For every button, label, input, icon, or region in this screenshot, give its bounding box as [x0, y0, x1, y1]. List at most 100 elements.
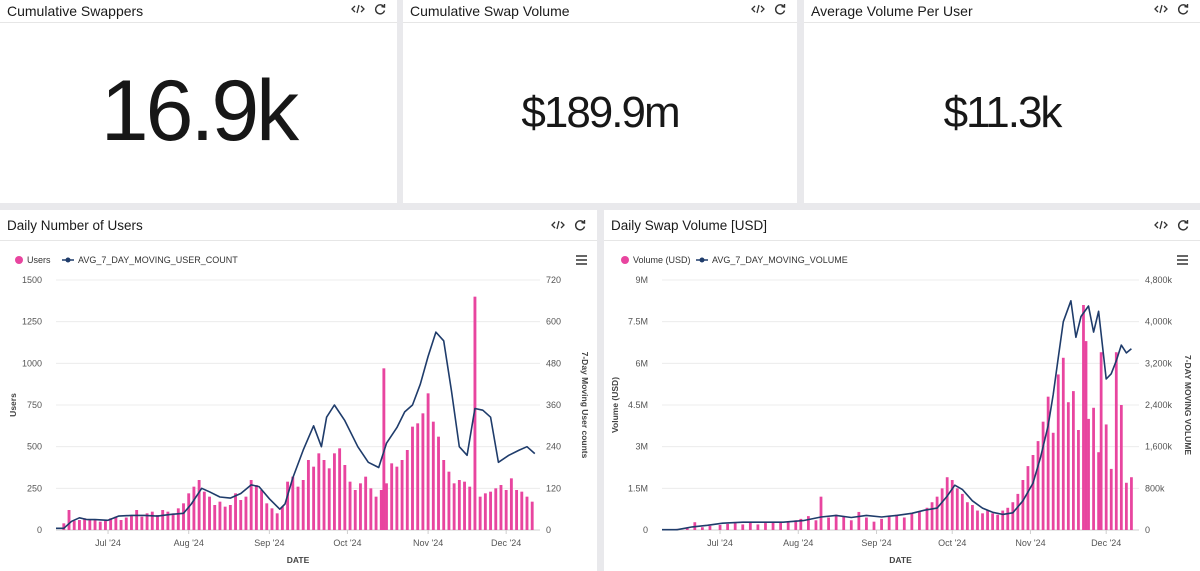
bar [483, 493, 487, 530]
bar [955, 488, 959, 530]
bar [405, 450, 409, 530]
y-tick-label: 250 [27, 483, 42, 493]
bar [806, 516, 810, 530]
y-axis-title: Users [8, 393, 18, 417]
chart-title: Daily Swap Volume [USD] [611, 218, 768, 233]
bar [421, 413, 425, 530]
bar [88, 519, 92, 530]
kpi-value: $189.9m [521, 88, 680, 137]
bar [981, 513, 984, 530]
bar [779, 522, 783, 530]
bar [411, 426, 414, 530]
bar [1082, 305, 1085, 530]
x-tick-label: Dec '24 [491, 538, 521, 548]
bar [504, 490, 508, 530]
bar [379, 490, 383, 530]
y-tick-label: 1250 [22, 317, 42, 327]
bar [338, 448, 342, 530]
y2-tick-label: 120 [546, 483, 561, 493]
bar [930, 502, 934, 530]
y-tick-label: 3M [635, 442, 648, 452]
bar [348, 481, 352, 530]
y2-tick-label: 1,600k [1145, 442, 1173, 452]
bar [140, 516, 144, 530]
bar [171, 513, 175, 530]
kpi-title: Average Volume Per User [811, 3, 973, 19]
code-icon[interactable] [351, 2, 365, 16]
bar [733, 523, 737, 530]
bar [270, 508, 274, 530]
y-tick-label: 1000 [22, 358, 42, 368]
panel-divider [804, 22, 1200, 23]
bar [1077, 430, 1080, 530]
y-tick-label: 6M [635, 358, 648, 368]
bar [986, 510, 989, 530]
refresh-icon[interactable] [1176, 2, 1190, 16]
bar [1046, 396, 1050, 530]
refresh-icon[interactable] [573, 218, 587, 232]
bar [306, 460, 310, 530]
bar [786, 521, 790, 530]
bar [416, 423, 420, 530]
code-icon[interactable] [751, 2, 765, 16]
bar [872, 521, 876, 530]
bar [902, 517, 906, 530]
bar [925, 507, 929, 530]
y-tick-label: 1500 [22, 275, 42, 285]
y-axis-title: Volume (USD) [610, 377, 620, 433]
kpi-title: Cumulative Swappers [7, 3, 144, 19]
code-icon[interactable] [1154, 218, 1168, 232]
bar [494, 488, 498, 530]
bar [827, 517, 830, 530]
bar [286, 481, 290, 530]
bar [468, 486, 472, 530]
bar [1061, 357, 1065, 530]
moving-average-line [56, 331, 536, 530]
daily-users-chart: Users AVG_7_DAY_MOVING_USER_COUNT 0 250 500 7… [8, 255, 590, 565]
bar [353, 490, 357, 530]
bar [771, 521, 775, 530]
x-tick-label: Nov '24 [1015, 538, 1045, 548]
bar [457, 480, 461, 530]
bar [192, 486, 196, 530]
bar [489, 491, 492, 530]
bar [145, 513, 149, 530]
hamburger-menu-icon [576, 259, 587, 261]
code-icon[interactable] [551, 218, 565, 232]
bar [62, 523, 66, 530]
legend-label: Volume (USD) [633, 255, 691, 265]
bar [996, 514, 1000, 530]
bar [764, 523, 767, 530]
y2-tick-label: 4,800k [1145, 275, 1173, 285]
bar [1056, 374, 1060, 530]
bar [234, 493, 237, 530]
y2-tick-label: 600 [546, 317, 561, 327]
code-icon[interactable] [1154, 2, 1168, 16]
refresh-icon[interactable] [773, 2, 787, 16]
bar [119, 520, 123, 530]
moving-average-line [662, 300, 1132, 531]
y2-tick-label: 480 [546, 358, 561, 368]
bar [918, 511, 921, 530]
bar [1011, 502, 1015, 530]
panel-divider [403, 22, 797, 23]
bar [478, 496, 482, 530]
bar [135, 510, 139, 530]
bar [359, 483, 362, 530]
bar [67, 510, 71, 530]
refresh-icon[interactable] [373, 2, 387, 16]
x-tick-label: Sep '24 [861, 538, 891, 548]
y-tick-label: 1.5M [628, 483, 648, 493]
bar [910, 513, 914, 530]
bar [1016, 493, 1020, 530]
bar [1114, 352, 1118, 530]
bar [718, 525, 722, 530]
bar [166, 511, 170, 530]
bar [265, 503, 269, 530]
bar [208, 496, 211, 530]
refresh-icon[interactable] [1176, 218, 1190, 232]
y-tick-label: 0 [643, 525, 648, 535]
panel-actions [1154, 2, 1190, 16]
bar [93, 520, 97, 530]
bar [317, 453, 321, 530]
